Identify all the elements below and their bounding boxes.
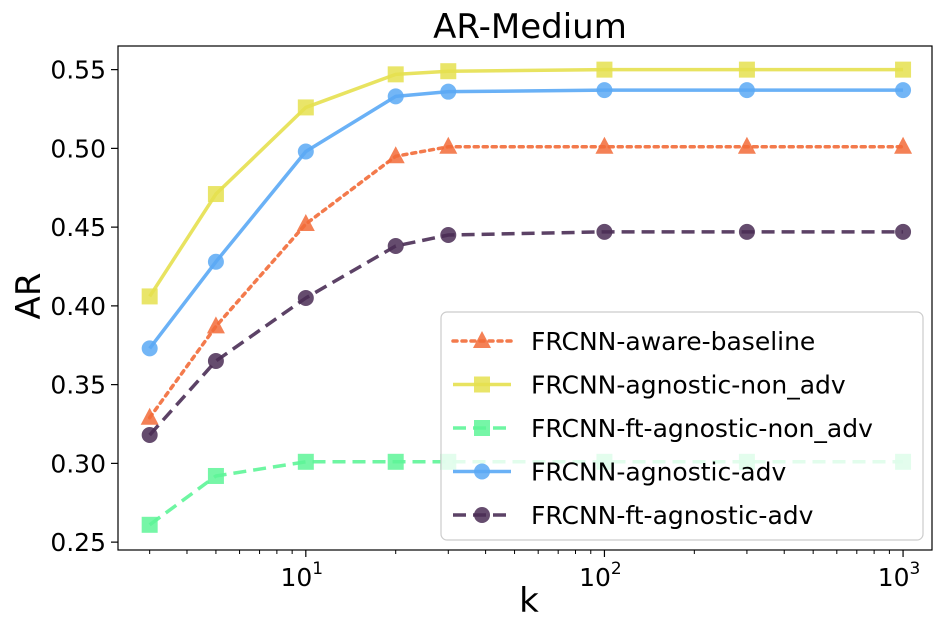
data-point — [595, 136, 614, 154]
data-point — [894, 136, 913, 154]
x-tick-label: 101 — [280, 559, 323, 592]
y-tick-label: 0.30 — [50, 449, 106, 478]
axes-layer: 0.25 0.30 0.35 0.40 0.45 0.50 0.55 101 102 103 — [50, 56, 920, 592]
y-tick-label: 0.25 — [50, 528, 106, 557]
data-point — [737, 136, 756, 154]
series-line — [148, 230, 904, 437]
data-point — [596, 223, 613, 240]
data-point — [297, 99, 314, 116]
legend-marker — [473, 331, 491, 348]
legend-marker — [474, 463, 490, 480]
legend-marker — [474, 420, 490, 436]
data-point — [738, 223, 755, 240]
legend-item: FRCNN-ft-agnostic-non_adv — [453, 414, 873, 443]
data-point — [141, 288, 158, 305]
data-point — [738, 61, 755, 78]
data-point — [207, 186, 224, 203]
y-axis-label: AR — [9, 273, 49, 320]
series-FRCNN-agnostic-non_adv — [141, 61, 912, 305]
data-point — [297, 453, 314, 470]
data-point — [387, 88, 404, 105]
data-point — [206, 316, 225, 334]
data-point — [895, 61, 912, 78]
data-point — [440, 227, 457, 243]
y-tick-label: 0.45 — [50, 213, 106, 242]
data-point — [297, 143, 314, 160]
data-point — [140, 407, 159, 425]
series-line — [147, 145, 905, 420]
legend-marker — [474, 376, 490, 393]
data-point — [738, 82, 755, 99]
data-point — [440, 83, 457, 100]
data-point — [596, 82, 613, 99]
legend-label: FRCNN-aware-baseline — [531, 327, 815, 356]
y-tick-label: 0.35 — [50, 371, 106, 400]
data-point — [207, 253, 224, 270]
x-axis-label: k — [519, 581, 539, 621]
series-line — [148, 88, 904, 350]
x-tick-label: 102 — [579, 559, 622, 592]
legend-label: FRCNN-agnostic-adv — [531, 458, 786, 487]
data-point — [207, 467, 224, 484]
series-FRCNN-aware-baseline — [140, 136, 913, 425]
legend-label: FRCNN-ft-agnostic-non_adv — [531, 414, 873, 443]
data-point — [387, 453, 404, 470]
data-point — [141, 340, 158, 357]
data-point — [141, 516, 158, 533]
legend: FRCNN-aware-baseline FRCNN-agnostic-non_a… — [440, 311, 924, 541]
data-point — [387, 66, 404, 83]
x-tick-label: 103 — [878, 559, 921, 592]
plot-frame — [117, 45, 933, 551]
series-layer — [140, 61, 913, 533]
series-line — [148, 67, 904, 298]
chart-title: AR-Medium — [433, 7, 627, 47]
y-tick-label: 0.55 — [50, 56, 106, 85]
data-point — [895, 82, 912, 99]
legend-item: FRCNN-agnostic-non_adv — [453, 371, 846, 400]
legend-item: FRCNN-ft-agnostic-adv — [453, 501, 814, 530]
legend-item: FRCNN-aware-baseline — [451, 327, 815, 356]
data-point — [895, 223, 912, 240]
data-point — [141, 427, 158, 444]
data-point — [440, 63, 457, 80]
legend-item: FRCNN-agnostic-adv — [453, 458, 786, 487]
series-FRCNN-agnostic-adv — [141, 82, 912, 357]
data-point — [207, 353, 224, 369]
y-tick-label: 0.50 — [50, 134, 106, 163]
data-point — [387, 238, 404, 255]
data-point — [439, 136, 458, 154]
data-point — [297, 290, 314, 306]
legend-label: FRCNN-ft-agnostic-adv — [531, 501, 814, 530]
data-point — [386, 146, 405, 164]
legend-label: FRCNN-agnostic-non_adv — [531, 371, 846, 400]
data-point — [296, 213, 315, 231]
data-point — [596, 61, 613, 78]
legend-marker — [474, 507, 490, 523]
y-tick-label: 0.40 — [50, 292, 106, 321]
legend-box — [440, 311, 924, 541]
series-FRCNN-ft-agnostic-adv — [141, 223, 912, 444]
